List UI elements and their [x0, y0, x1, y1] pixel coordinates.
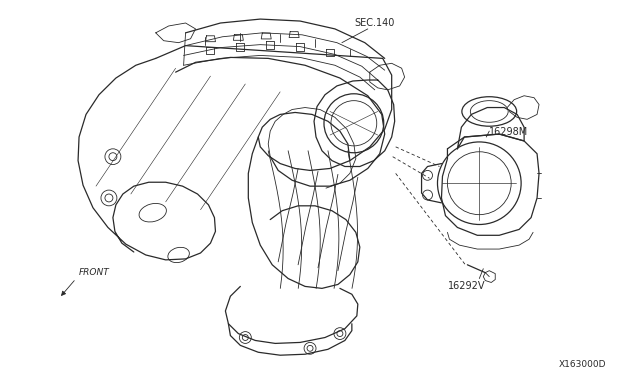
- Text: FRONT: FRONT: [79, 267, 110, 276]
- Text: SEC.140: SEC.140: [355, 18, 396, 28]
- Text: 16298M: 16298M: [489, 127, 529, 137]
- Text: 16292V: 16292V: [447, 282, 485, 292]
- Text: X163000D: X163000D: [559, 360, 607, 369]
